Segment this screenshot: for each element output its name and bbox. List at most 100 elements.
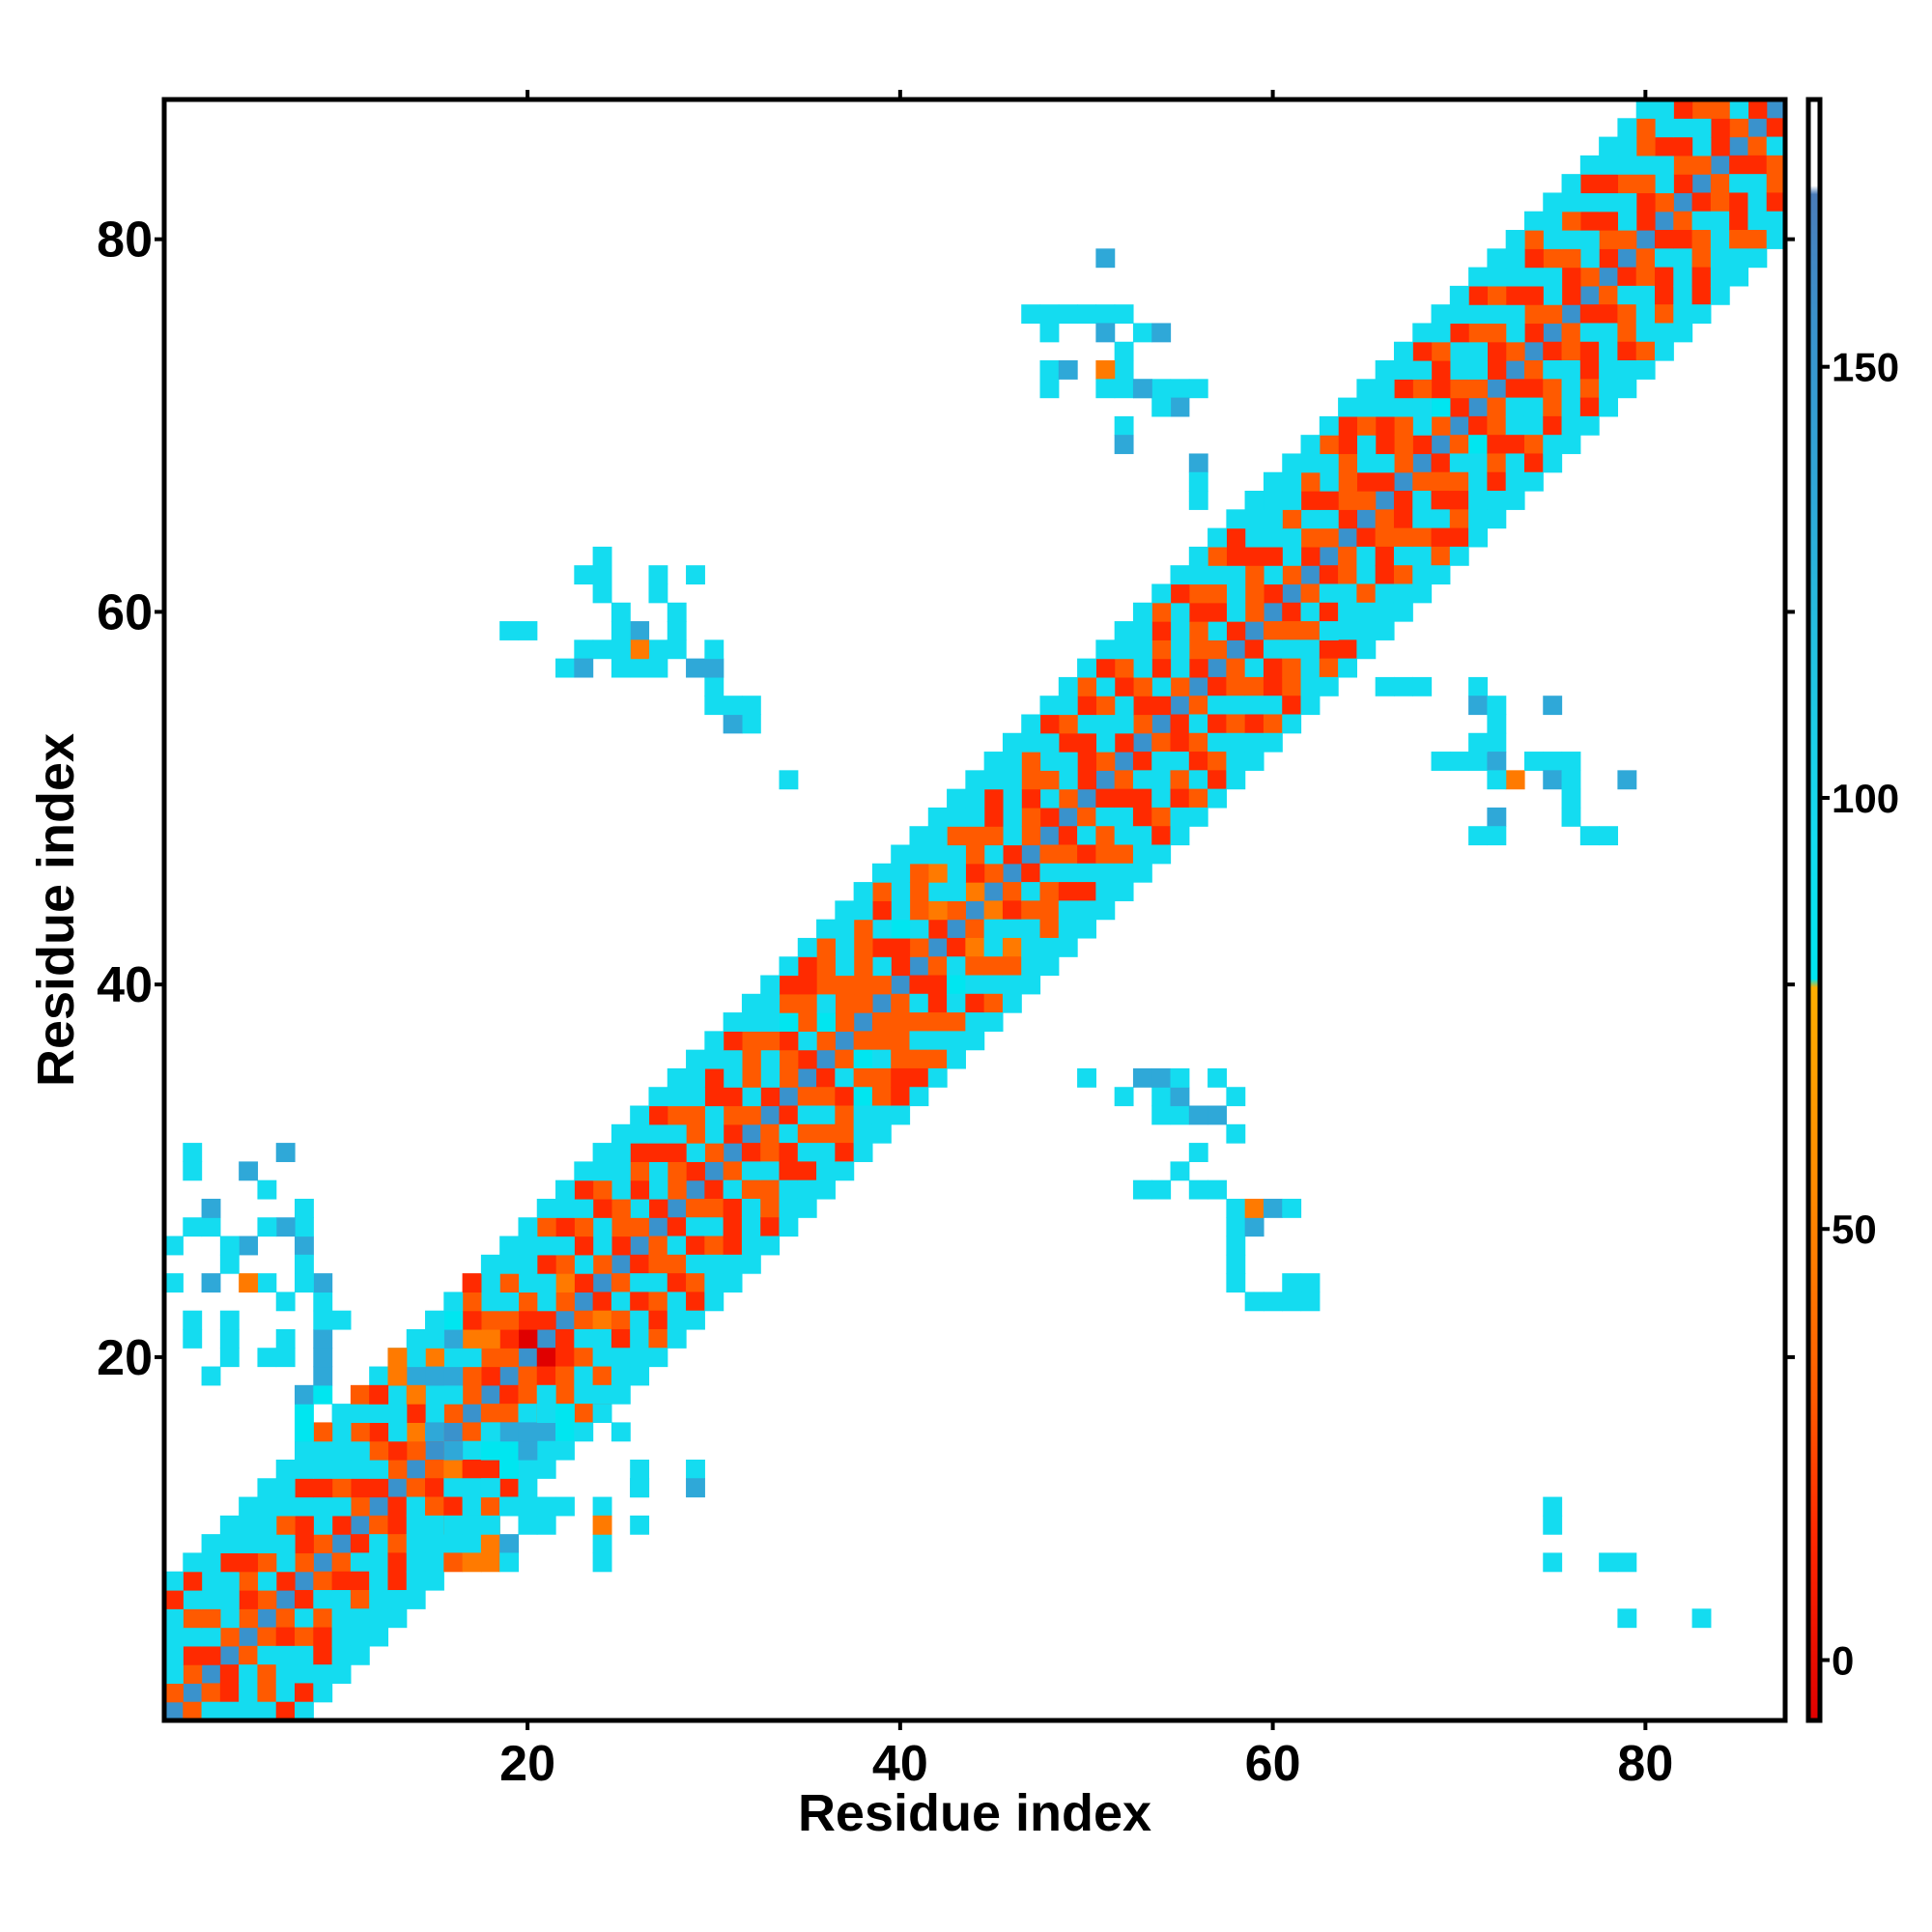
heatmap-cell: [518, 1478, 538, 1498]
heatmap-cell: [1077, 752, 1096, 771]
heatmap-cell: [443, 1496, 464, 1517]
heatmap-cell: [630, 1179, 650, 1200]
heatmap-cell: [611, 1161, 631, 1181]
heatmap-cell: [909, 826, 929, 846]
heatmap-cell: [369, 1459, 389, 1479]
heatmap-cell: [1208, 714, 1227, 734]
heatmap-cell: [1095, 788, 1116, 809]
heatmap-cell: [927, 937, 948, 957]
heatmap-cell: [1151, 583, 1172, 604]
heatmap-cell: [1058, 714, 1078, 734]
heatmap-cell: [1002, 770, 1022, 790]
heatmap-cell: [704, 1123, 724, 1144]
heatmap-cell: [1132, 658, 1152, 678]
heatmap-cell: [891, 1012, 911, 1032]
heatmap-cell: [1263, 509, 1283, 529]
heatmap-cell: [741, 1012, 761, 1032]
heatmap-cell: [947, 1031, 966, 1051]
heatmap-cell: [816, 1123, 836, 1144]
heatmap-cell: [667, 1161, 687, 1181]
heatmap-cell: [1523, 304, 1544, 325]
heatmap-cell: [779, 1179, 799, 1200]
heatmap-cell: [947, 937, 966, 957]
heatmap-cell: [295, 1683, 314, 1703]
heatmap-cell: [425, 1552, 444, 1573]
heatmap-cell: [1319, 583, 1339, 604]
heatmap-cell: [1151, 379, 1172, 399]
heatmap-cell: [1579, 248, 1600, 269]
heatmap-cell: [1599, 136, 1619, 156]
y-tick-label: 20: [97, 1330, 153, 1386]
heatmap-cell: [1300, 509, 1321, 529]
heatmap-cell: [611, 1254, 631, 1274]
heatmap-cell: [779, 1067, 799, 1088]
heatmap-cell: [648, 1273, 668, 1293]
heatmap-cell: [592, 583, 612, 604]
heatmap-cell: [891, 863, 911, 883]
heatmap-cell: [983, 956, 1004, 977]
heatmap-cell: [611, 1123, 631, 1144]
heatmap-cell: [1338, 435, 1357, 455]
heatmap-cell: [1487, 323, 1507, 343]
heatmap-cell: [797, 1067, 817, 1088]
heatmap-cell: [1226, 1254, 1246, 1274]
heatmap-cell: [1356, 527, 1377, 548]
heatmap-cell: [1710, 136, 1730, 156]
heatmap-cell: [983, 770, 1004, 790]
heatmap-cell: [1487, 285, 1507, 305]
heatmap-cell: [1188, 1179, 1208, 1200]
heatmap-cell: [983, 882, 1004, 901]
heatmap-cell: [1132, 1179, 1152, 1200]
heatmap-cell: [853, 956, 873, 977]
heatmap-cell: [574, 1310, 594, 1330]
heatmap-cell: [295, 1236, 314, 1256]
heatmap-cell: [1505, 397, 1525, 417]
heatmap-cell: [1282, 471, 1302, 492]
heatmap-cell: [1487, 696, 1507, 716]
heatmap-cell: [704, 1217, 724, 1237]
heatmap-cell: [499, 1348, 520, 1368]
heatmap-cell: [965, 919, 985, 939]
heatmap-cell: [1319, 602, 1339, 622]
heatmap-cell: [1319, 415, 1339, 436]
heatmap-cell: [1226, 621, 1246, 640]
heatmap-cell: [704, 1273, 724, 1293]
heatmap-cell: [1039, 956, 1060, 977]
heatmap-cell: [891, 900, 911, 921]
heatmap-cell: [592, 1515, 612, 1535]
heatmap-cell: [406, 1478, 426, 1498]
heatmap-cell: [1151, 602, 1172, 622]
heatmap-cell: [1170, 1087, 1190, 1107]
heatmap-cell: [1599, 826, 1619, 846]
heatmap-cell: [1244, 732, 1264, 753]
heatmap-cell: [1673, 211, 1693, 231]
heatmap-cell: [723, 1067, 743, 1088]
heatmap-cell: [480, 1478, 500, 1498]
heatmap-cell: [555, 1348, 575, 1368]
heatmap-cell: [1468, 379, 1488, 399]
heatmap-cell: [1114, 1087, 1134, 1107]
y-axis-title: Residue index: [27, 733, 85, 1087]
heatmap-cell: [965, 1012, 985, 1032]
heatmap-cell: [369, 1608, 389, 1629]
heatmap-cell: [1468, 341, 1488, 361]
heatmap-cell: [1561, 230, 1581, 249]
heatmap-cell: [1468, 453, 1488, 473]
heatmap-cell: [630, 621, 650, 640]
heatmap-cell: [1375, 527, 1395, 548]
heatmap-cell: [1300, 676, 1321, 696]
heatmap-cell: [257, 1348, 277, 1368]
heatmap-cell: [909, 956, 929, 977]
heatmap-cell: [760, 975, 781, 995]
heatmap-cell: [1170, 1067, 1190, 1088]
heatmap-cell: [853, 1031, 873, 1051]
heatmap-cell: [1356, 639, 1377, 660]
heatmap-cell: [462, 1478, 482, 1498]
heatmap-cell: [518, 1384, 538, 1405]
heatmap-cell: [1412, 453, 1433, 473]
heatmap-cell: [797, 1198, 817, 1218]
heatmap-cell: [275, 1571, 296, 1591]
heatmap-cell: [219, 1664, 240, 1685]
heatmap-cell: [462, 1404, 482, 1423]
heatmap-cell: [927, 993, 948, 1013]
